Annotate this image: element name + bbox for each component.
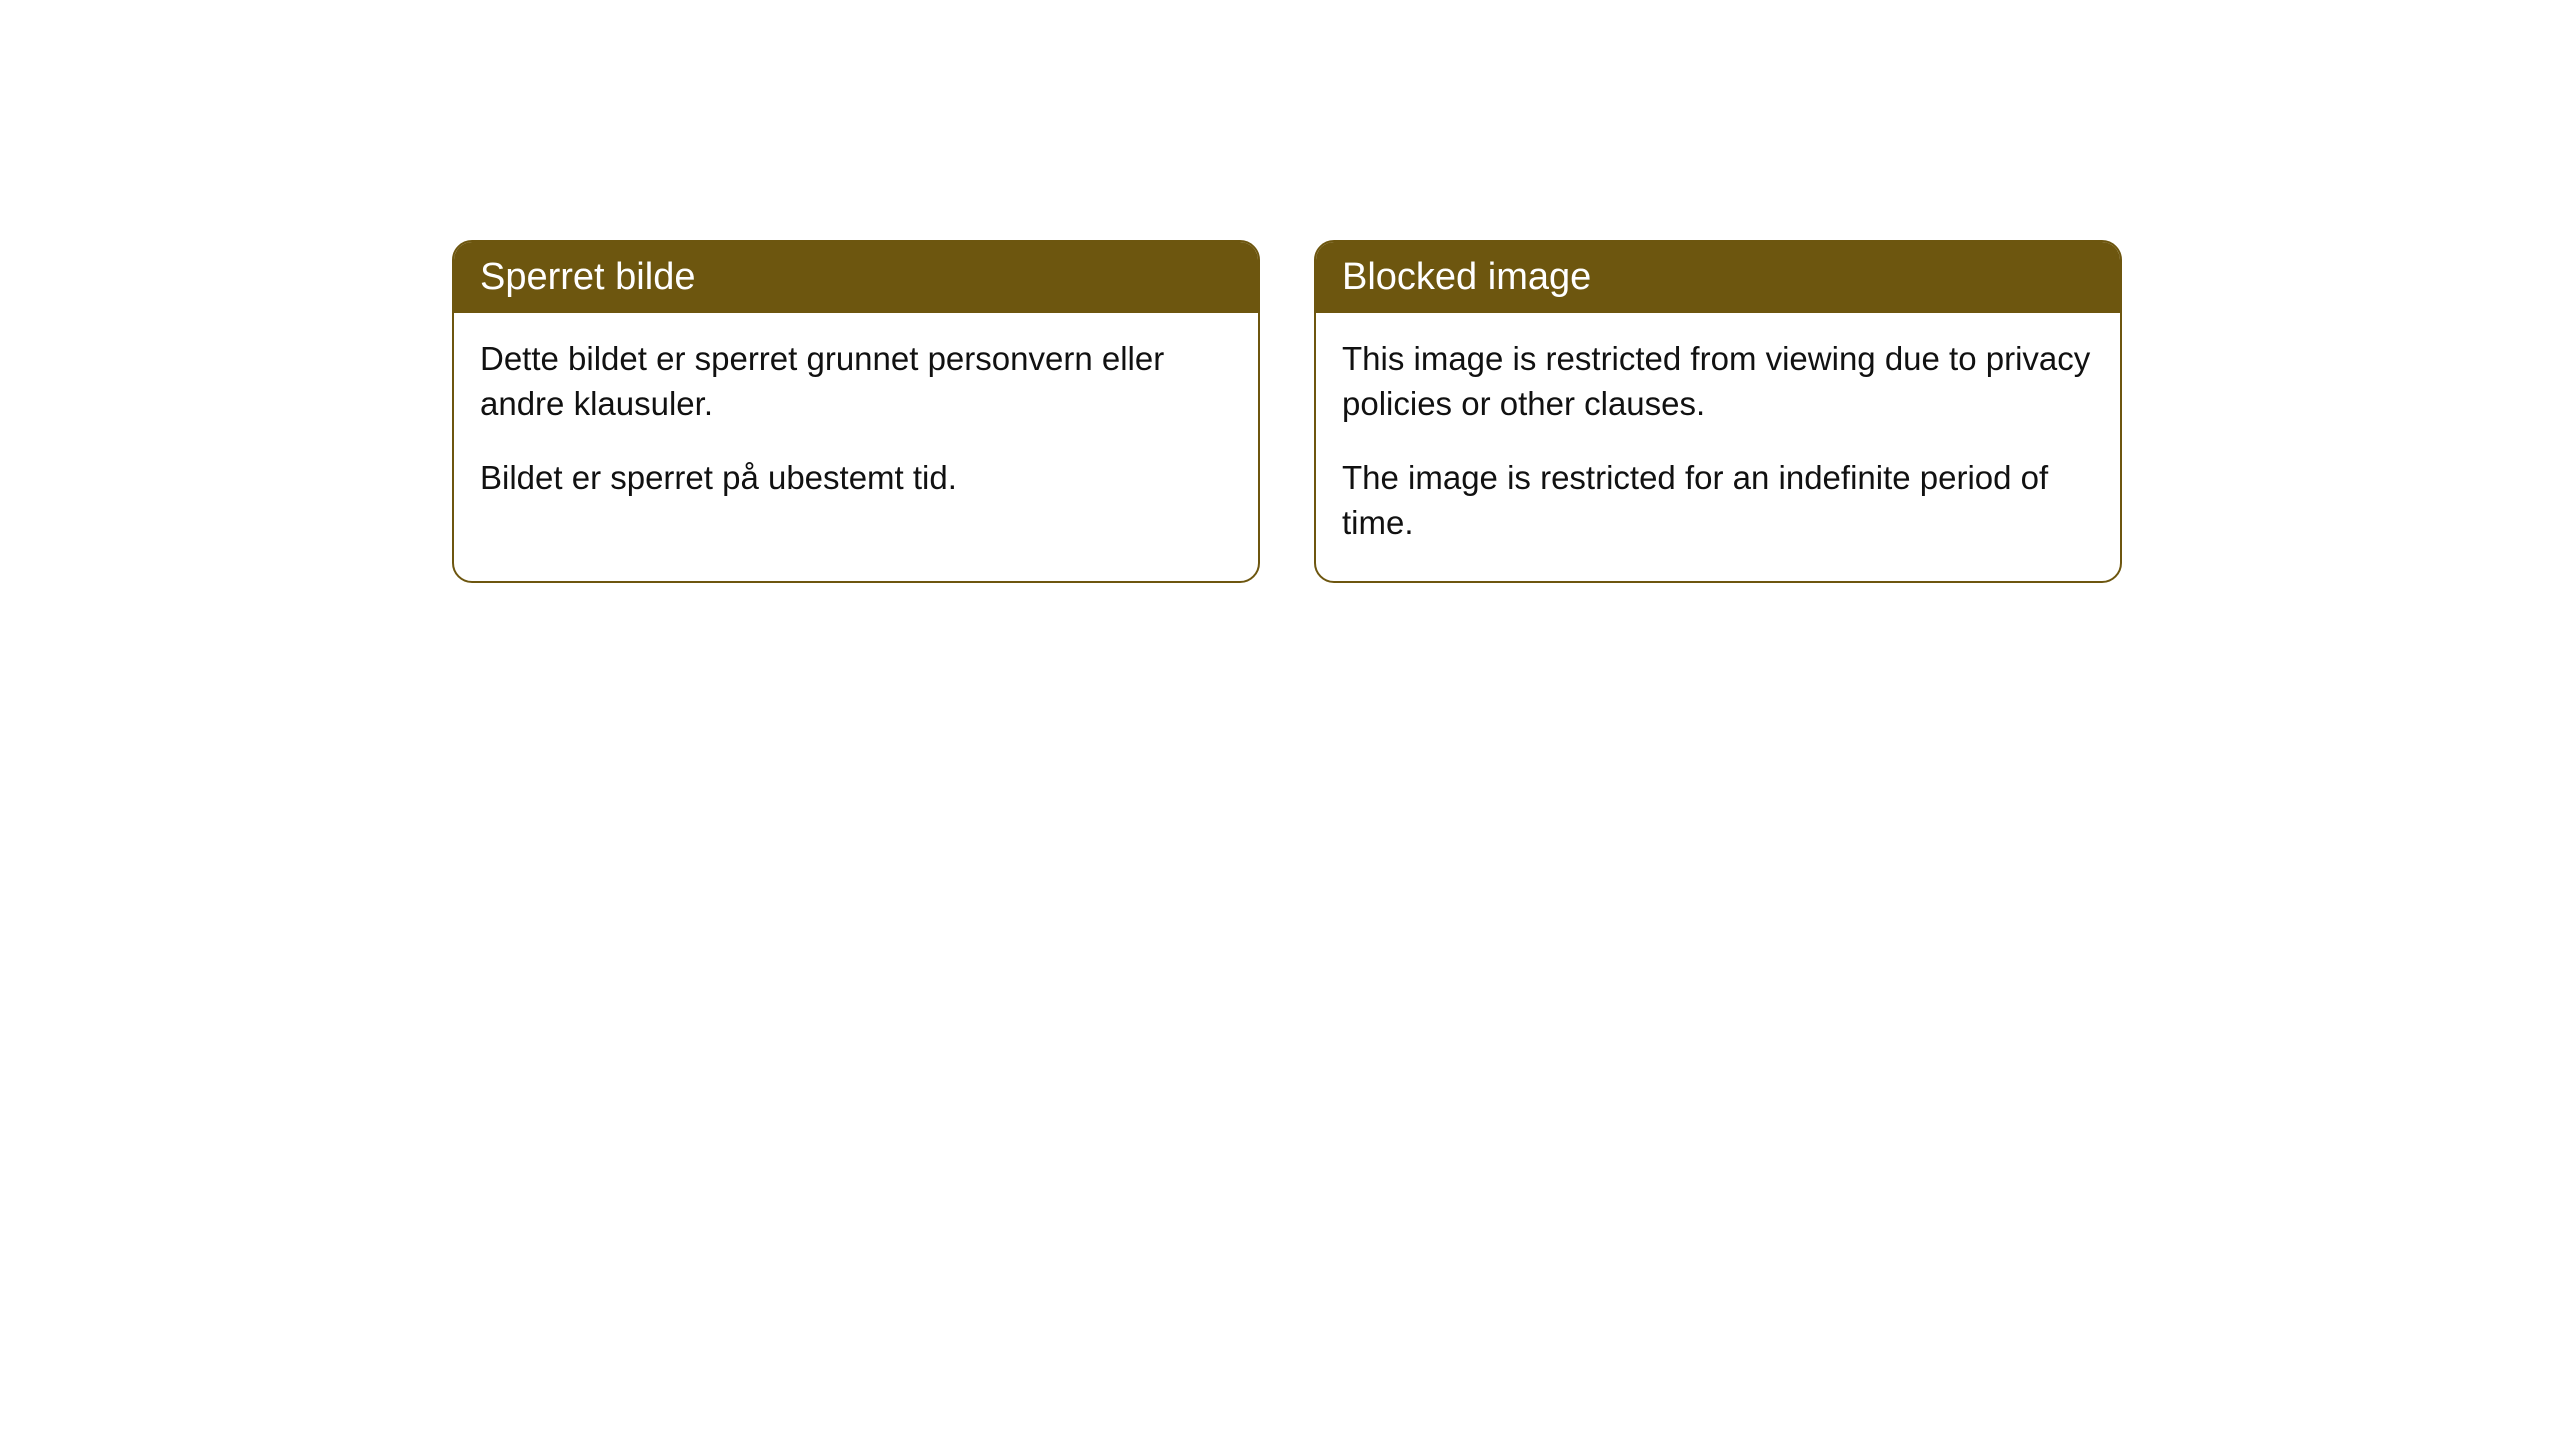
card-paragraph-1-english: This image is restricted from viewing du…: [1342, 337, 2094, 426]
card-paragraph-2-norwegian: Bildet er sperret på ubestemt tid.: [480, 456, 1232, 501]
notice-container: Sperret bilde Dette bildet er sperret gr…: [452, 240, 2122, 583]
notice-card-norwegian: Sperret bilde Dette bildet er sperret gr…: [452, 240, 1260, 583]
card-paragraph-2-english: The image is restricted for an indefinit…: [1342, 456, 2094, 545]
card-header-english: Blocked image: [1316, 242, 2120, 313]
card-body-english: This image is restricted from viewing du…: [1316, 313, 2120, 581]
card-body-norwegian: Dette bildet er sperret grunnet personve…: [454, 313, 1258, 537]
card-paragraph-1-norwegian: Dette bildet er sperret grunnet personve…: [480, 337, 1232, 426]
card-title-norwegian: Sperret bilde: [480, 256, 695, 298]
notice-card-english: Blocked image This image is restricted f…: [1314, 240, 2122, 583]
card-title-english: Blocked image: [1342, 256, 1591, 298]
card-header-norwegian: Sperret bilde: [454, 242, 1258, 313]
